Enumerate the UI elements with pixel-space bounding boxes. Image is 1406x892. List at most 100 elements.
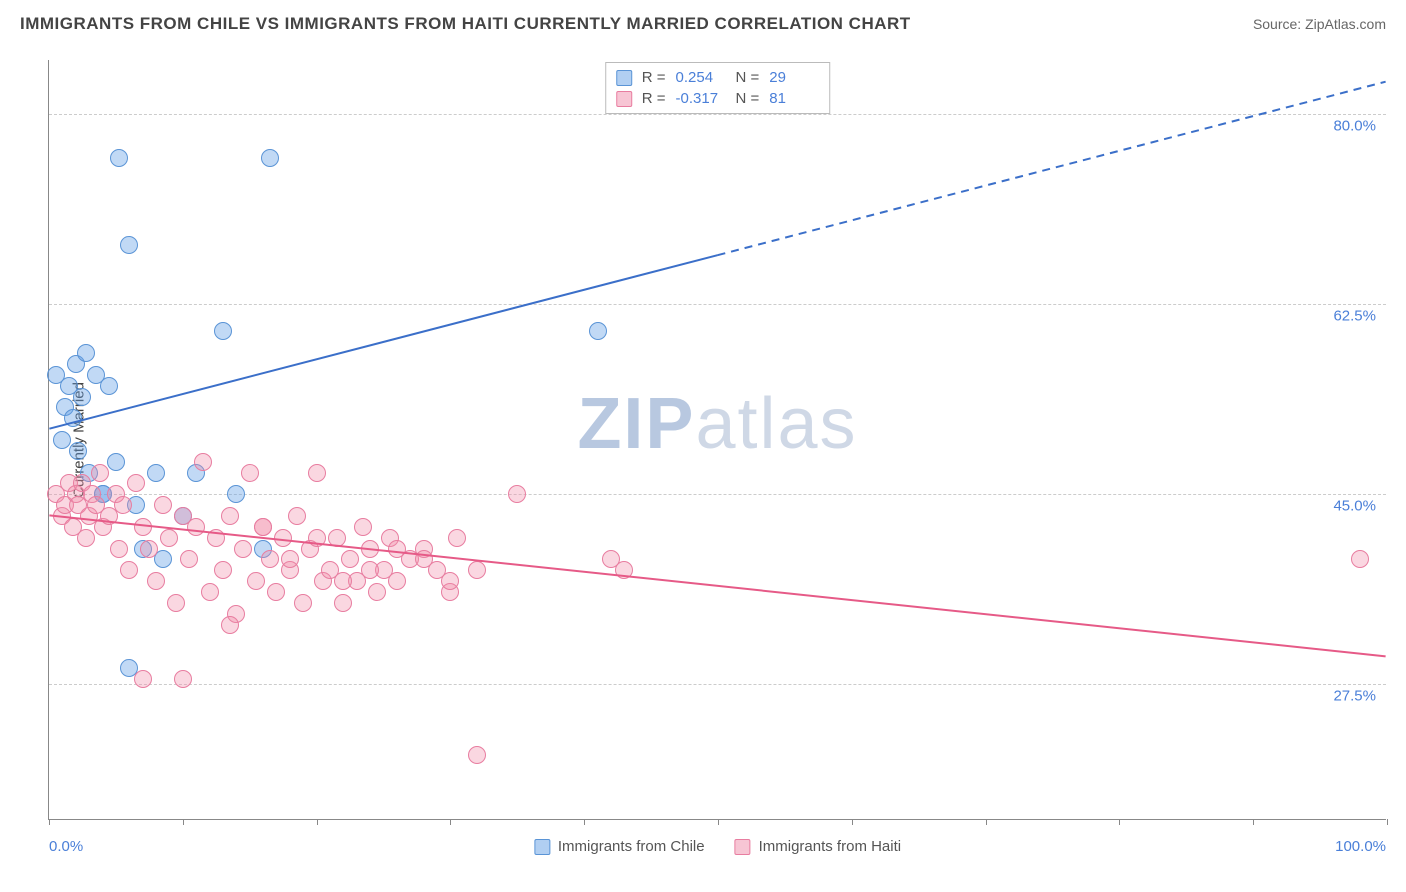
- scatter-point: [415, 550, 433, 568]
- scatter-point: [261, 550, 279, 568]
- scatter-point: [361, 561, 379, 579]
- n-label: N =: [736, 90, 760, 107]
- legend-item-haiti: Immigrants from Haiti: [735, 838, 902, 855]
- scatter-point: [334, 594, 352, 612]
- scatter-point: [64, 409, 82, 427]
- scatter-point: [73, 388, 91, 406]
- grid-line: [49, 684, 1386, 685]
- scatter-point: [91, 464, 109, 482]
- scatter-point: [140, 540, 158, 558]
- y-tick-label: 80.0%: [1333, 118, 1376, 135]
- x-max-label: 100.0%: [1335, 838, 1386, 855]
- legend-row-haiti: R = -0.317 N = 81: [616, 88, 820, 109]
- n-value-haiti: 81: [769, 90, 819, 107]
- trend-lines: [49, 60, 1386, 819]
- x-tick: [718, 819, 719, 825]
- scatter-point: [1351, 550, 1369, 568]
- scatter-point: [100, 377, 118, 395]
- scatter-point: [207, 529, 225, 547]
- x-tick: [986, 819, 987, 825]
- scatter-point: [134, 670, 152, 688]
- y-tick-label: 62.5%: [1333, 308, 1376, 325]
- scatter-point: [221, 507, 239, 525]
- scatter-point: [288, 507, 306, 525]
- legend-item-chile: Immigrants from Chile: [534, 838, 705, 855]
- scatter-point: [294, 594, 312, 612]
- scatter-point: [120, 561, 138, 579]
- scatter-point: [341, 550, 359, 568]
- scatter-point: [69, 442, 87, 460]
- x-min-label: 0.0%: [49, 838, 83, 855]
- r-label: R =: [642, 69, 666, 86]
- scatter-point: [368, 583, 386, 601]
- source-label: Source: ZipAtlas.com: [1253, 16, 1386, 32]
- scatter-point: [247, 572, 265, 590]
- x-tick: [450, 819, 451, 825]
- chart-title: IMMIGRANTS FROM CHILE VS IMMIGRANTS FROM…: [20, 14, 911, 34]
- r-value-chile: 0.254: [676, 69, 726, 86]
- grid-line: [49, 304, 1386, 305]
- scatter-point: [214, 561, 232, 579]
- scatter-point: [468, 561, 486, 579]
- scatter-point: [234, 540, 252, 558]
- legend-correlation: R = 0.254 N = 29 R = -0.317 N = 81: [605, 62, 831, 114]
- x-tick: [183, 819, 184, 825]
- scatter-point: [274, 529, 292, 547]
- chart-header: IMMIGRANTS FROM CHILE VS IMMIGRANTS FROM…: [0, 0, 1406, 42]
- x-tick: [1253, 819, 1254, 825]
- scatter-point: [174, 670, 192, 688]
- scatter-point: [388, 572, 406, 590]
- scatter-point: [134, 518, 152, 536]
- scatter-point: [120, 236, 138, 254]
- x-tick: [584, 819, 585, 825]
- watermark-zip: ZIP: [577, 384, 695, 464]
- scatter-point: [241, 464, 259, 482]
- scatter-point: [187, 518, 205, 536]
- y-tick-label: 27.5%: [1333, 688, 1376, 705]
- swatch-chile-icon: [534, 839, 550, 855]
- legend-row-chile: R = 0.254 N = 29: [616, 67, 820, 88]
- scatter-point: [448, 529, 466, 547]
- scatter-point: [361, 540, 379, 558]
- scatter-point: [221, 616, 239, 634]
- x-tick: [1119, 819, 1120, 825]
- scatter-point: [180, 550, 198, 568]
- plot-area: Currently Married ZIPatlas 27.5%45.0%62.…: [48, 60, 1386, 820]
- x-tick: [317, 819, 318, 825]
- grid-line: [49, 114, 1386, 115]
- legend-series: Immigrants from Chile Immigrants from Ha…: [534, 838, 901, 855]
- scatter-point: [214, 322, 232, 340]
- scatter-point: [254, 518, 272, 536]
- scatter-point: [589, 322, 607, 340]
- scatter-point: [194, 453, 212, 471]
- scatter-point: [328, 529, 346, 547]
- scatter-point: [154, 496, 172, 514]
- scatter-point: [227, 485, 245, 503]
- scatter-point: [308, 529, 326, 547]
- watermark-atlas: atlas: [695, 384, 857, 464]
- scatter-point: [107, 453, 125, 471]
- scatter-point: [114, 496, 132, 514]
- grid-line: [49, 494, 1386, 495]
- scatter-point: [615, 561, 633, 579]
- scatter-point: [508, 485, 526, 503]
- scatter-point: [281, 550, 299, 568]
- scatter-point: [354, 518, 372, 536]
- x-tick: [1387, 819, 1388, 825]
- scatter-point: [53, 431, 71, 449]
- scatter-point: [201, 583, 219, 601]
- swatch-chile: [616, 70, 632, 86]
- n-value-chile: 29: [769, 69, 819, 86]
- scatter-point: [441, 572, 459, 590]
- scatter-point: [388, 540, 406, 558]
- scatter-point: [308, 464, 326, 482]
- scatter-point: [267, 583, 285, 601]
- y-tick-label: 45.0%: [1333, 498, 1376, 515]
- swatch-haiti: [616, 91, 632, 107]
- scatter-point: [468, 746, 486, 764]
- r-label: R =: [642, 90, 666, 107]
- scatter-point: [334, 572, 352, 590]
- scatter-point: [77, 344, 95, 362]
- n-label: N =: [736, 69, 760, 86]
- swatch-haiti-icon: [735, 839, 751, 855]
